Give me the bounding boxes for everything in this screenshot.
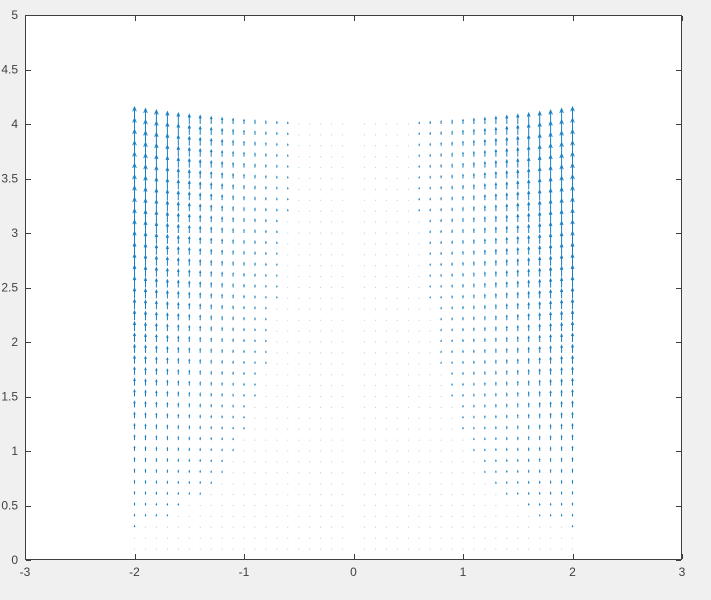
y-axis-tick-label: 1.5 xyxy=(1,390,18,404)
quiver-arrows xyxy=(132,105,575,528)
y-axis-tick-label: 4.5 xyxy=(1,63,18,77)
x-axis-tick-label: 0 xyxy=(350,565,357,579)
axis-tick-marks xyxy=(25,15,683,561)
x-axis-tick-label: -1 xyxy=(239,565,250,579)
y-axis-tick-label: 1 xyxy=(11,444,18,458)
x-axis-tick-label: 2 xyxy=(569,565,576,579)
y-axis-tick-label: 2.5 xyxy=(1,281,18,295)
y-axis-tick-label: 0.5 xyxy=(1,499,18,513)
x-axis-tick-label: -3 xyxy=(20,565,31,579)
plot-area xyxy=(25,15,682,560)
axes-box xyxy=(25,15,682,560)
x-axis-tick-label: -2 xyxy=(129,565,140,579)
y-axis-tick-label: 2 xyxy=(11,335,18,349)
y-axis-tick-label: 4 xyxy=(11,117,18,131)
x-axis-tick-label: 1 xyxy=(460,565,467,579)
quiver-zero-magnitude-dots xyxy=(134,123,573,550)
x-axis-tick-label: 3 xyxy=(679,565,686,579)
y-axis-tick-label: 0 xyxy=(11,553,18,567)
y-axis-tick-label: 3.5 xyxy=(1,172,18,186)
y-axis-tick-label: 5 xyxy=(11,8,18,22)
y-axis-tick-label: 3 xyxy=(11,226,18,240)
